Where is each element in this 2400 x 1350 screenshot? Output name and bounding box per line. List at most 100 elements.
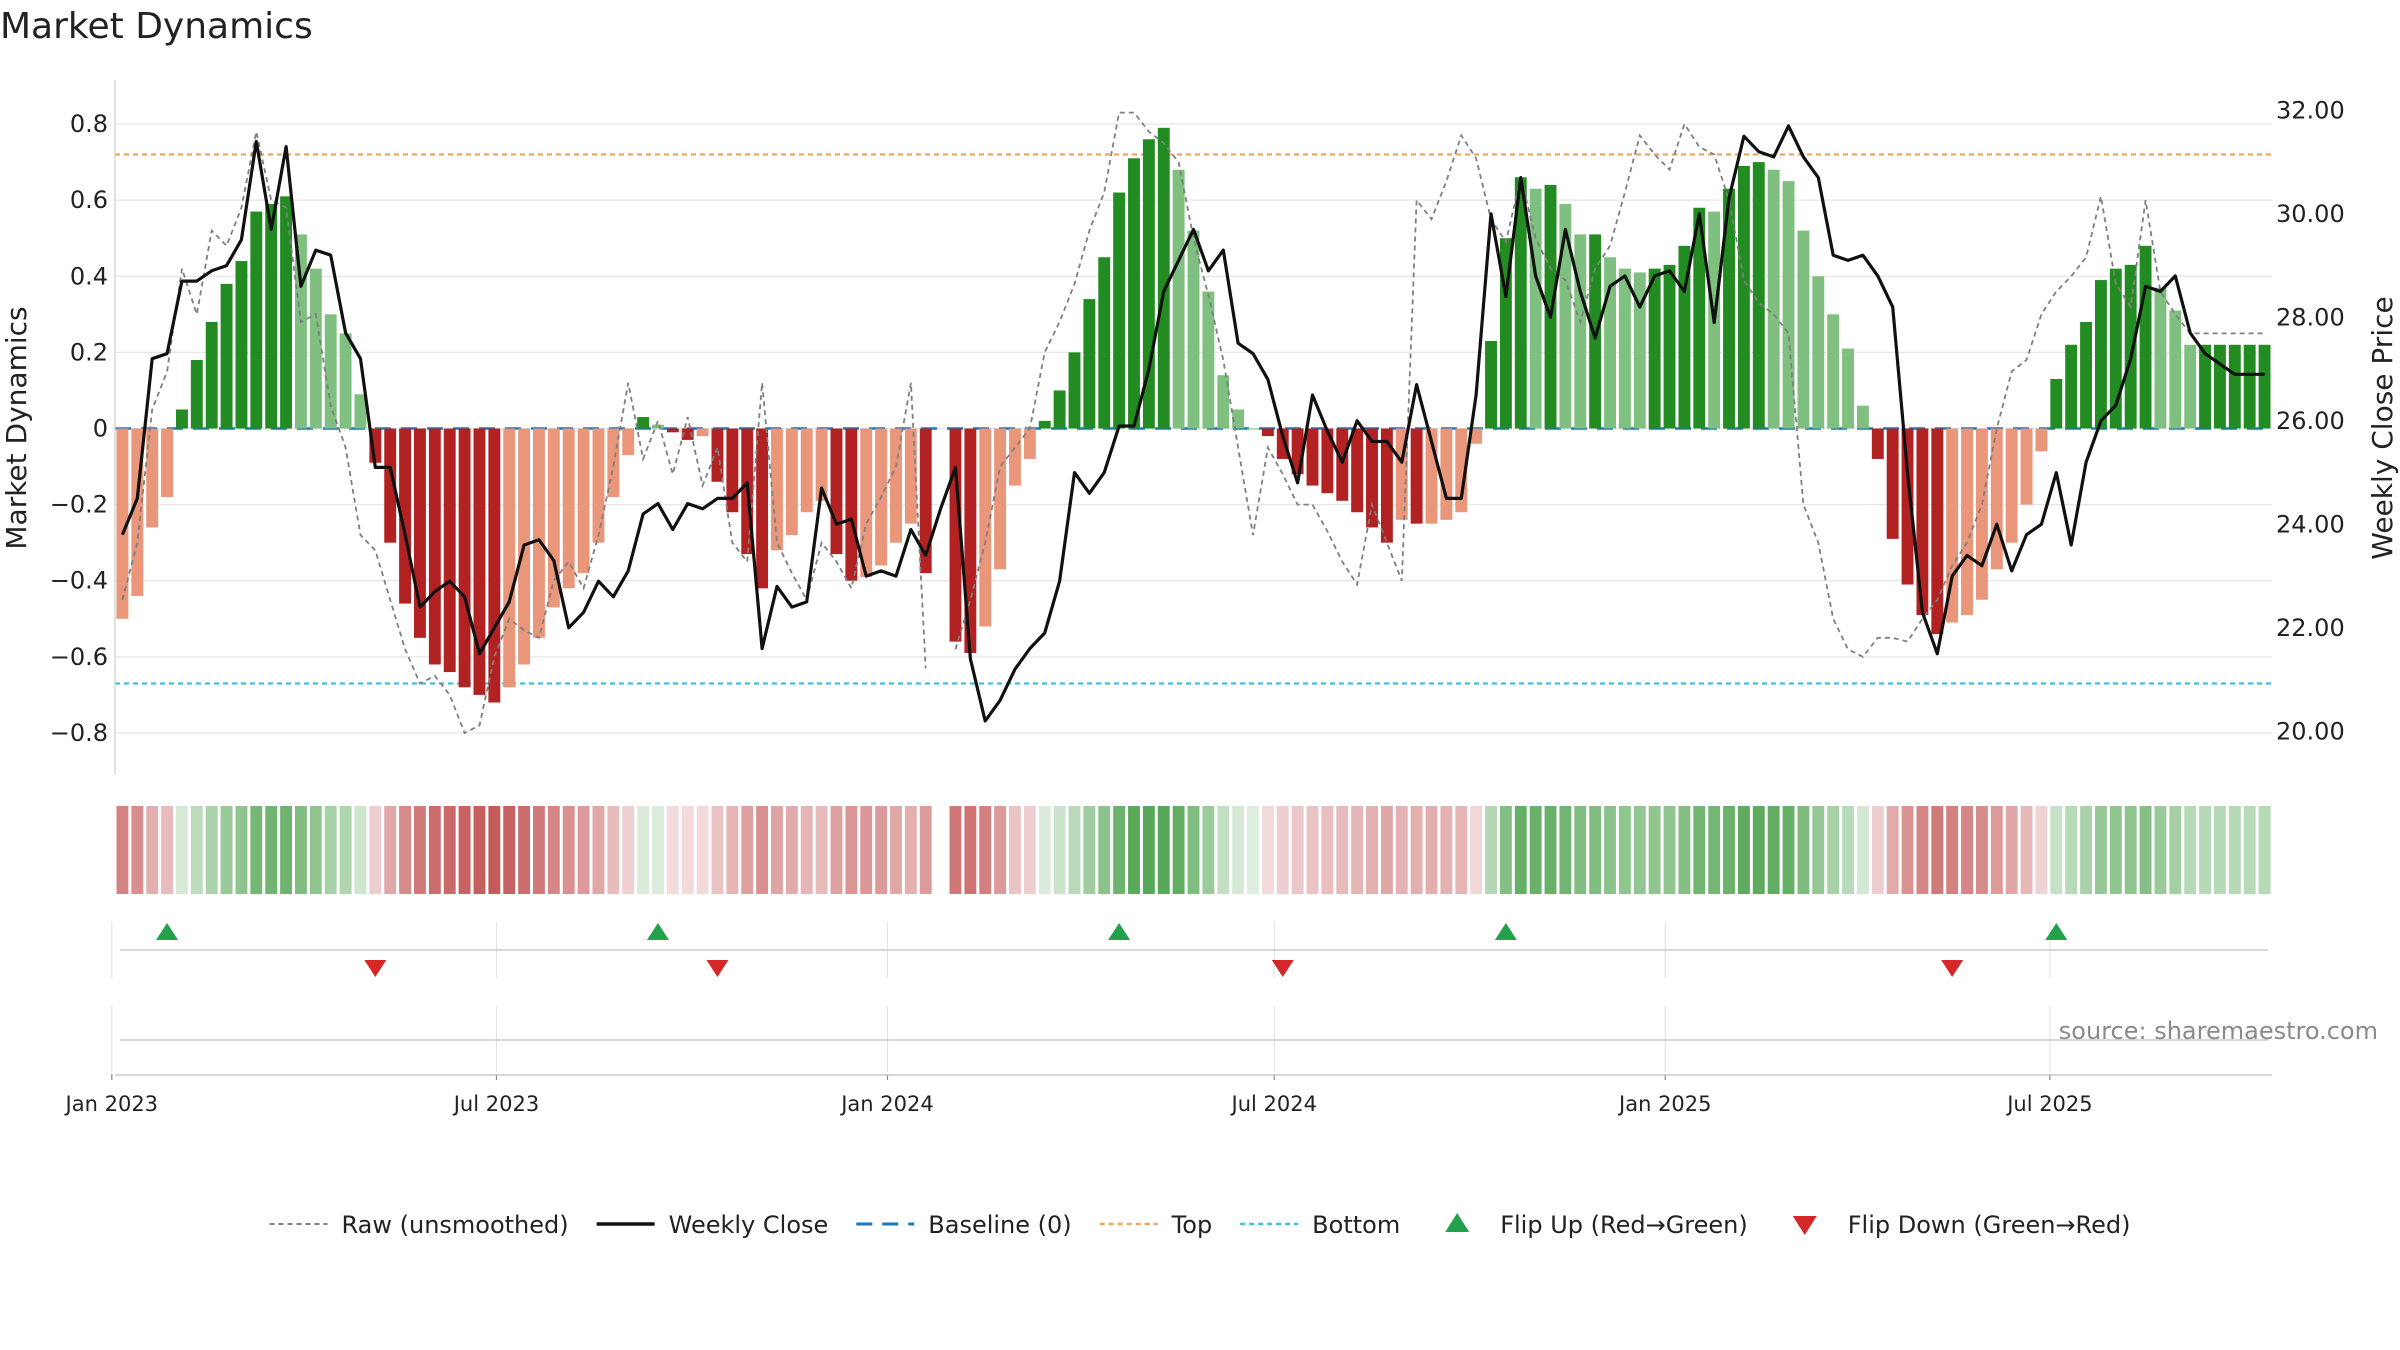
legend-label: Raw (unsmoothed) <box>342 1211 569 1239</box>
momentum-bar <box>354 394 367 429</box>
regime-cell <box>1083 806 1096 894</box>
momentum-bar <box>756 428 769 589</box>
momentum-bar <box>1440 428 1453 520</box>
chart-title: Market Dynamics <box>0 6 313 47</box>
legend-item-close[interactable]: Weekly Close <box>596 1211 829 1239</box>
momentum-bar <box>369 428 382 463</box>
momentum-bar <box>845 428 858 581</box>
momentum-bar <box>205 321 218 429</box>
momentum-bar <box>1827 314 1840 429</box>
regime-cell <box>1336 806 1349 894</box>
legend-item-flip-up[interactable]: Flip Up (Red→Green) <box>1445 1211 1748 1239</box>
regime-cell <box>666 806 679 894</box>
regime-cell <box>1247 806 1259 894</box>
momentum-bar <box>1470 428 1483 444</box>
legend-swatch <box>1792 1216 1817 1235</box>
momentum-bar <box>2124 264 2137 429</box>
momentum-bar <box>726 428 739 513</box>
momentum-bar <box>2080 321 2093 429</box>
regime-cell <box>726 806 739 894</box>
momentum-bar <box>443 428 456 673</box>
regime-cell <box>414 806 426 894</box>
legend-item-baseline[interactable]: Baseline (0) <box>856 1211 1072 1239</box>
momentum-bar <box>1306 428 1319 486</box>
date-tick-label: Jan 2024 <box>839 1092 934 1116</box>
date-tick-label: Jul 2025 <box>2005 1092 2092 1116</box>
regime-cell <box>562 806 575 894</box>
regime-cell <box>1202 806 1215 894</box>
momentum-bar <box>1366 428 1378 528</box>
momentum-bar <box>2005 428 2018 543</box>
regime-cell <box>1291 806 1304 894</box>
regime-cell <box>428 806 441 894</box>
regime-cell <box>1842 806 1854 894</box>
momentum-bar <box>1797 230 1810 429</box>
regime-cell <box>1455 806 1468 894</box>
momentum-bar <box>1321 428 1334 494</box>
regime-cell <box>890 806 902 894</box>
momentum-bar <box>1009 428 1021 486</box>
legend-label: Weekly Close <box>669 1211 829 1239</box>
momentum-bar <box>1172 169 1185 429</box>
regime-cell <box>681 806 694 894</box>
regime-cell <box>2124 806 2137 894</box>
regime-cell <box>235 806 248 894</box>
momentum-bar <box>488 428 501 703</box>
momentum-bar <box>1559 203 1572 429</box>
momentum-bar <box>562 428 575 589</box>
momentum-bar <box>190 359 203 429</box>
momentum-bar <box>250 211 263 429</box>
momentum-bar <box>1752 162 1765 429</box>
momentum-bar <box>1083 299 1096 429</box>
legend[interactable]: Raw (unsmoothed) Weekly Close Baseline (0)… <box>269 1211 2131 1239</box>
y2-tick-label: 28.00 <box>2276 303 2345 331</box>
raw-series <box>121 111 2265 735</box>
momentum-bar <box>1217 375 1230 429</box>
momentum-bar <box>2065 344 2078 429</box>
momentum-bar <box>711 428 724 482</box>
regime-cell <box>265 806 278 894</box>
regime-cell <box>1485 806 1497 894</box>
regime-cell <box>369 806 382 894</box>
legend-item-flip-down[interactable]: Flip Down (Green→Red) <box>1792 1211 2131 1239</box>
source-credit: source: sharemaestro.com <box>2059 1017 2378 1045</box>
momentum-bar <box>1544 184 1557 429</box>
momentum-bar <box>1901 428 1914 585</box>
momentum-bar <box>696 428 709 437</box>
legend-item-bottom[interactable]: Bottom <box>1240 1211 1400 1239</box>
momentum-bar <box>384 428 397 543</box>
momentum-bar <box>547 428 560 608</box>
momentum-bar <box>1157 127 1170 429</box>
momentum-bar <box>2139 245 2152 429</box>
regime-cell <box>1559 806 1572 894</box>
momentum-bar <box>1142 139 1155 429</box>
regime-cell <box>1529 806 1542 894</box>
regime-cell <box>1544 806 1557 894</box>
weekly-close-series <box>120 124 2265 723</box>
legend-item-raw[interactable]: Raw (unsmoothed) <box>269 1211 569 1239</box>
regime-cell <box>1767 806 1780 894</box>
regime-cell <box>547 806 560 894</box>
regime-cell <box>1708 806 1721 894</box>
legend-item-top[interactable]: Top <box>1099 1211 1213 1239</box>
regime-cell <box>785 806 798 894</box>
regime-cell <box>1306 806 1319 894</box>
momentum-bar <box>161 428 174 498</box>
regime-cell <box>1261 806 1274 894</box>
legend-label: Baseline (0) <box>928 1211 1071 1239</box>
regime-cell <box>622 806 635 894</box>
regime-cell <box>2065 806 2078 894</box>
momentum-bar <box>1693 207 1706 429</box>
legend-label: Flip Up (Red→Green) <box>1500 1211 1748 1239</box>
momentum-bar <box>1202 291 1215 429</box>
regime-cell <box>1678 806 1691 894</box>
weekly-close-line <box>120 124 2265 723</box>
momentum-bar <box>622 428 635 456</box>
momentum-bar <box>1023 428 1036 459</box>
momentum-bar <box>652 424 664 429</box>
momentum-bar <box>1618 268 1631 429</box>
regime-cell <box>592 806 605 894</box>
regime-cell <box>220 806 233 894</box>
momentum-bar <box>800 428 813 513</box>
momentum-bar <box>235 261 248 429</box>
